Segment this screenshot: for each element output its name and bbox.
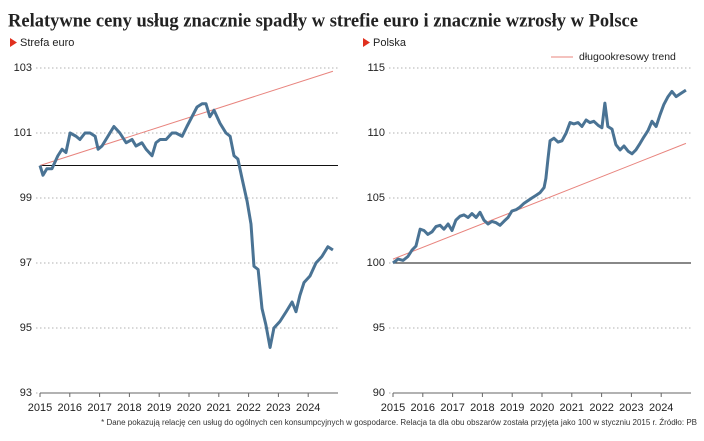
x-tick-label: 2016 (58, 402, 82, 414)
x-tick-label: 2023 (619, 402, 643, 414)
trend-line (39, 70, 334, 166)
y-tick-label: 95 (20, 322, 32, 334)
x-tick-label: 2017 (440, 402, 464, 414)
y-tick-label: 101 (14, 127, 32, 139)
subtitle: Polska (373, 37, 407, 49)
x-tick-label: 2015 (381, 402, 405, 414)
y-tick-label: 90 (373, 387, 385, 399)
x-tick-label: 2023 (266, 402, 290, 414)
x-tick-label: 2019 (500, 402, 524, 414)
y-tick-label: 100 (367, 257, 385, 269)
y-tick-label: 93 (20, 387, 32, 399)
legend-label: długookresowy trend (579, 51, 676, 63)
y-tick-label: 95 (373, 322, 385, 334)
y-tick-label: 103 (14, 62, 32, 74)
subtitle: Strefa euro (20, 37, 74, 49)
x-tick-label: 2020 (177, 402, 201, 414)
title: Relatywne ceny usług znacznie spadły w s… (8, 11, 638, 31)
data-line (392, 88, 687, 265)
data-line (38, 102, 334, 349)
y-tick-label: 97 (20, 257, 32, 269)
x-tick-label: 2016 (411, 402, 435, 414)
x-tick-label: 2018 (117, 402, 141, 414)
trend-line (392, 142, 687, 260)
x-tick-label: 2021 (560, 402, 584, 414)
footnote: * Dane pokazują relację cen usług do ogó… (101, 418, 697, 427)
x-tick-label: 2024 (649, 402, 673, 414)
subtitle-marker (363, 38, 370, 47)
y-tick-label: 115 (367, 62, 385, 74)
x-tick-label: 2022 (236, 402, 260, 414)
subtitle-marker (10, 38, 17, 47)
x-tick-label: 2024 (296, 402, 320, 414)
x-tick-label: 2018 (470, 402, 494, 414)
y-tick-label: 99 (20, 192, 32, 204)
x-tick-label: 2019 (147, 402, 171, 414)
x-tick-label: 2020 (530, 402, 554, 414)
x-tick-label: 2022 (589, 402, 613, 414)
y-tick-label: 105 (367, 192, 385, 204)
x-tick-label: 2017 (87, 402, 111, 414)
x-tick-label: 2015 (28, 402, 52, 414)
x-tick-label: 2021 (207, 402, 231, 414)
y-tick-label: 110 (367, 127, 385, 139)
